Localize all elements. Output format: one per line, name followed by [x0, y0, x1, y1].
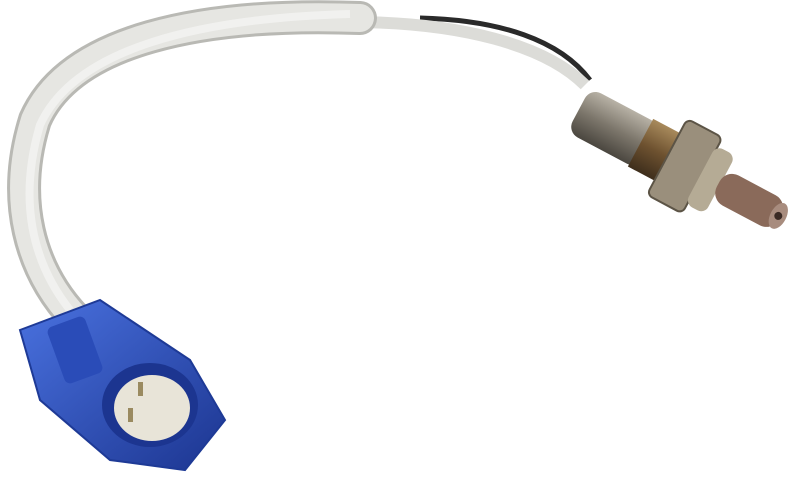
- connector: [18, 298, 227, 472]
- cable: [7, 0, 592, 335]
- sensor-body: [571, 91, 788, 229]
